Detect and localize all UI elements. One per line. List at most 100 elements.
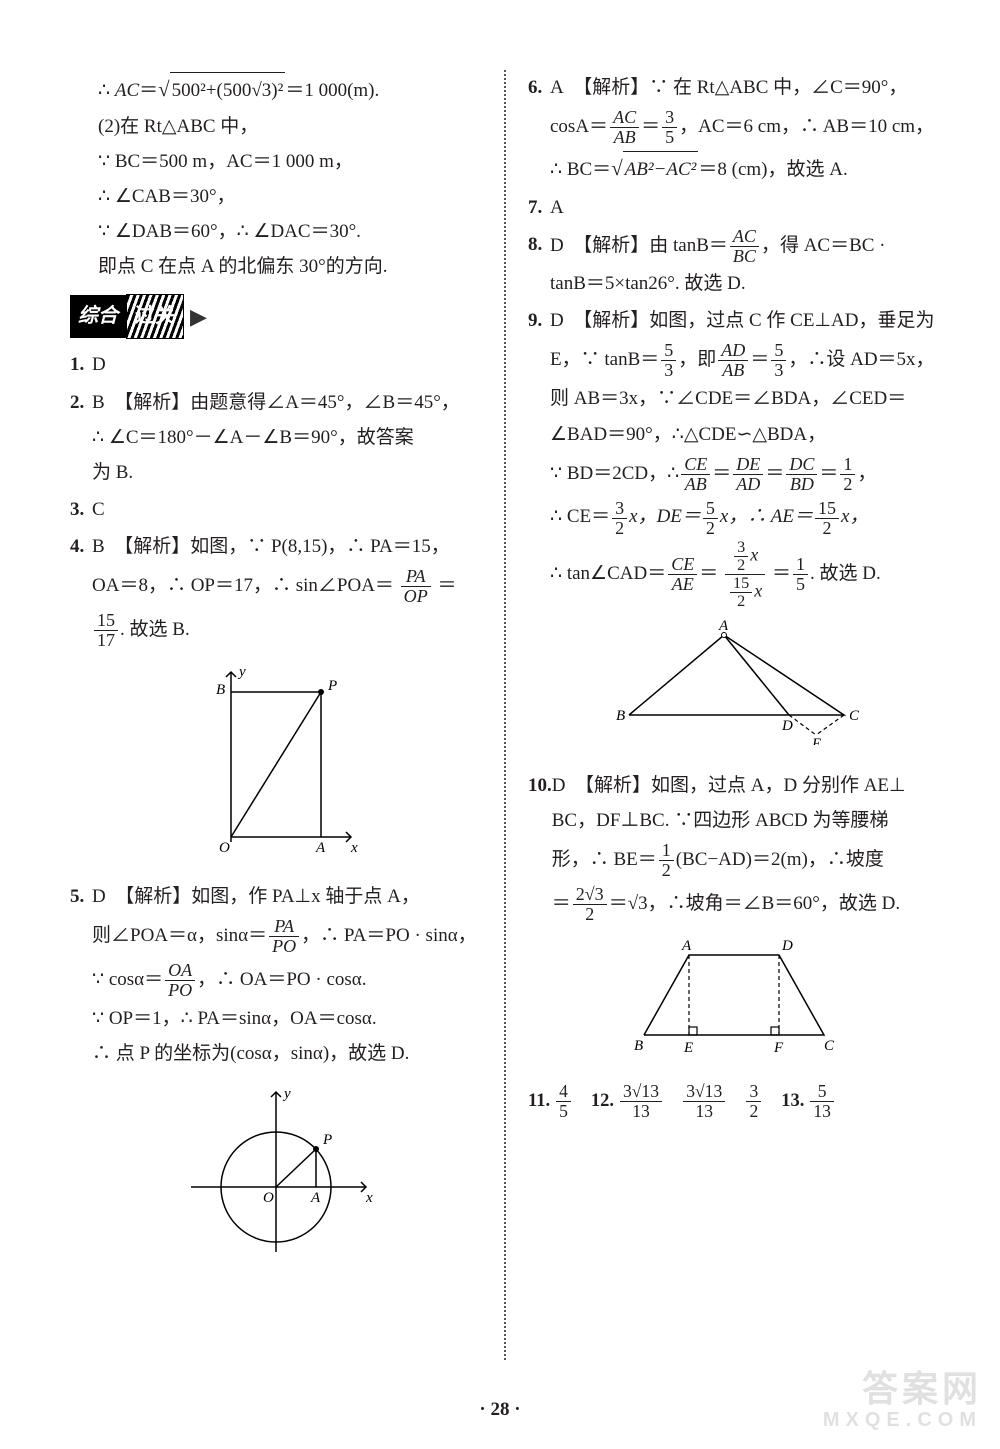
svg-text:x: x [350,840,358,856]
fraction: 52 [703,499,718,538]
q-answer: D [550,310,564,331]
text: ＝ [750,349,769,370]
q-answer: D [552,775,566,796]
text: . 故选 B. [120,619,190,640]
q-number: 5. [70,879,92,1072]
fraction: 12 [659,841,674,880]
fraction: CEAE [668,555,697,594]
fraction: PAOP [401,567,431,606]
right-column: 6. A 【解析】∵ 在 Rt△ABC 中，∠C＝90°， cosA＝ACAB＝… [506,70,940,1360]
svg-text:A: A [315,840,326,856]
fraction: CEAB [681,455,710,494]
pre-line-4: ∴ ∠CAB＝30°， [98,179,482,214]
fraction: OAPO [165,961,195,1000]
text: ，∴ OA＝PO · cosα. [197,969,366,990]
pre-line-1: ∴ AC＝√500²+(500√3)²＝1 000(m). [98,70,482,109]
answer-12: 12. 3√1313 3√1313 32 [591,1082,763,1120]
pre-line-2: (2)在 Rt△ABC 中， [98,109,482,144]
trapezoid-svg: A D B E F C [614,935,854,1060]
q-number: 8. [528,227,550,301]
unit-circle-svg: y x O A P [176,1082,376,1257]
pre-section: ∴ AC＝√500²+(500√3)²＝1 000(m). (2)在 Rt△AB… [70,70,482,284]
text: ＝8 (cm)，故选 A. [698,159,847,180]
text: ∵ OP＝1，∴ PA＝sinα，OA＝cosα. [92,1001,482,1036]
fraction: DEAD [733,455,763,494]
svg-text:B: B [616,708,625,724]
text: 如图，过点 A，D 分别作 AE⊥ [651,775,906,796]
coord-plot-svg: y x O A B P [191,662,361,857]
text: ∴ ∠C＝180°－∠A－∠B＝90°，故答案 [92,420,482,455]
line: E，∵ tanB＝53，即ADAB＝53，∴设 AD＝5x， [550,338,940,382]
sqrt: √AB²−AC² [611,149,698,188]
text: 则∠POA＝α，sinα＝ [92,925,267,946]
text: x，DE＝ [629,506,701,527]
svg-text:y: y [282,1086,291,1102]
pre-line-3: ∵ BC＝500 m，AC＝1 000 m， [98,144,482,179]
answer-13: 13. 513 [781,1082,836,1120]
text: ∵ 在 Rt△ABC 中，∠C＝90°， [649,77,907,98]
q-number: 1. [70,347,92,382]
q-answer: D [92,347,482,382]
question-1: 1. D [70,347,482,382]
text: ∴ [98,80,115,101]
svg-text:P: P [322,1132,332,1148]
text: E，∵ tanB＝ [550,349,659,370]
line: cosA＝ACAB＝35，AC＝6 cm，∴ AB＝10 cm， [550,105,940,149]
fraction: ACAB [610,108,639,147]
badge-arrow-icon: ▶ [190,297,207,338]
compound-fraction: 32x 152x [725,539,765,610]
text: 由 tanB＝ [649,234,728,255]
fraction: 152 [815,499,839,538]
text: ＝ [772,563,791,584]
q-answer: D [92,886,106,907]
q-answer: B [92,392,105,413]
fraction: PAPO [269,917,299,956]
text: ＝ [765,463,784,484]
question-10: 10. D 【解析】如图，过点 A，D 分别作 AE⊥ BC，DF⊥BC. ∵四… [528,768,940,926]
text: x，∴ AE＝ [720,506,813,527]
text: 为 B. [92,455,482,490]
line: ∴ BC＝√AB²−AC²＝8 (cm)，故选 A. [550,149,940,188]
q-answer: B [92,536,105,557]
text: cosA＝ [550,116,608,137]
question-9: 9. D 【解析】如图，过点 C 作 CE⊥AD，垂足为 E，∵ tanB＝53… [528,303,940,611]
text: ＝ [641,116,660,137]
line: 形，∴ BE＝12(BC−AD)＝2(m)，∴坡度 [552,838,940,882]
fraction: ACBC [730,227,759,266]
q-body: D 【解析】如图，过点 C 作 CE⊥AD，垂足为 E，∵ tanB＝53，即A… [550,303,940,611]
fraction: 35 [662,108,677,147]
text: ∴ tan∠CAD＝ [550,563,666,584]
text: 由题意得∠A＝45°，∠B＝45°， [190,392,460,413]
q-answer: D [550,234,564,255]
line: 则∠POA＝α，sinα＝PAPO，∴ PA＝PO · sinα， [92,914,482,958]
text: 则 AB＝3x，∵∠CDE＝∠BDA，∠CED＝ [550,381,940,416]
fraction: 1517 [94,611,118,650]
fraction: 3√1313 [683,1082,725,1120]
text: 如图，过点 C 作 CE⊥AD，垂足为 [649,310,934,331]
fraction: 3√1313 [620,1082,662,1120]
svg-text:O: O [219,840,230,856]
question-8: 8. D 【解析】由 tanB＝ACBC，得 AC＝BC · tanB＝5×ta… [528,227,940,301]
text: ，得 AC＝BC · [761,234,886,255]
question-6: 6. A 【解析】∵ 在 Rt△ABC 中，∠C＝90°， cosA＝ACAB＝… [528,70,940,188]
svg-text:A: A [310,1190,321,1206]
text: ∵ BD＝2CD，∴ [550,463,679,484]
text-italic: AC [115,80,139,101]
text: 如图，作 PA⊥x 轴于点 A， [191,886,420,907]
text: ，∴设 AD＝5x， [788,349,934,370]
text: ， [857,463,876,484]
figure-3: A B C D E [528,620,940,757]
question-4: 4. B 【解析】如图，∵ P(8,15)，∴ PA＝15， OA＝8，∴ OP… [70,529,482,652]
q-number: 12. [591,1084,614,1118]
figure-4: A D B E F C [528,935,940,1072]
text: 形，∴ BE＝ [552,849,657,870]
fraction: 45 [556,1082,571,1120]
svg-text:C: C [824,1038,835,1054]
svg-text:F: F [773,1040,784,1056]
fraction: 12 [840,455,855,494]
tag: 【解析】 [114,536,190,557]
fraction: 513 [810,1082,834,1120]
text: ＝ [552,893,571,914]
text: ＝ [139,80,158,101]
page-number: · 28 · [0,1399,1000,1421]
